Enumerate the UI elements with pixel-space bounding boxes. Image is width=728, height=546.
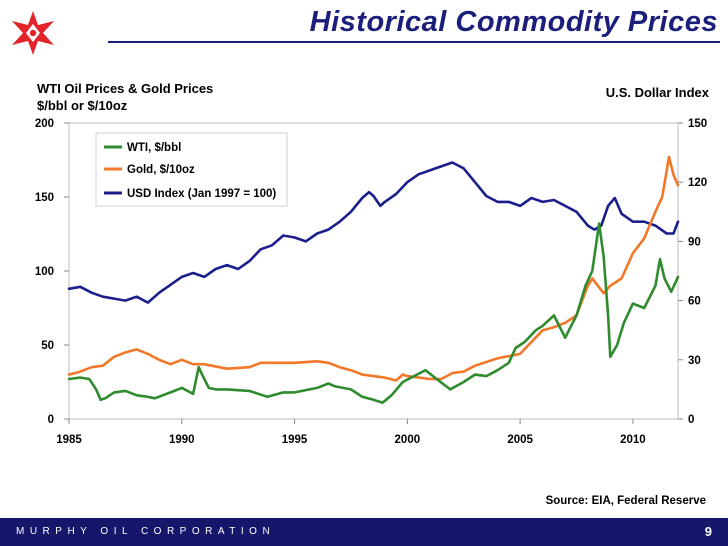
left-tick-label: 200 — [35, 118, 54, 130]
company-logo — [12, 11, 54, 55]
legend-label-wti: WTI, $/bbl — [127, 142, 181, 154]
commodity-price-chart: WTI Oil Prices & Gold Prices $/bbl or $/… — [35, 81, 710, 507]
right-axis-label: U.S. Dollar Index — [606, 85, 710, 100]
right-tick-label: 30 — [688, 355, 701, 367]
footer-company-name: MURPHY OIL CORPORATION — [16, 526, 276, 537]
x-tick-label: 1995 — [282, 434, 308, 446]
x-tick-label: 2005 — [507, 434, 533, 446]
right-tick-label: 60 — [688, 296, 701, 308]
logo-star-dot — [29, 29, 37, 37]
left-axis-label: $/bbl or $/10oz — [37, 98, 128, 113]
left-axis-ticks: 0 50 100 150 200 — [35, 118, 69, 426]
page-number: 9 — [704, 524, 712, 539]
legend-box — [95, 132, 288, 207]
left-tick-label: 150 — [35, 192, 54, 204]
right-axis-ticks: 0 30 60 90 120 150 — [678, 118, 707, 426]
left-tick-label: 50 — [41, 340, 54, 352]
x-tick-label: 2010 — [620, 434, 646, 446]
chart-legend: WTI, $/bbl Gold, $/10oz USD Index (Jan 1… — [95, 132, 288, 207]
chart-title: WTI Oil Prices & Gold Prices — [37, 81, 213, 96]
title-underline — [108, 41, 720, 43]
right-tick-label: 0 — [688, 414, 694, 426]
left-tick-label: 0 — [48, 414, 54, 426]
right-tick-label: 120 — [688, 177, 707, 189]
footer-bar: MURPHY OIL CORPORATION 9 — [0, 518, 728, 546]
right-tick-label: 90 — [688, 236, 701, 248]
x-tick-label: 1990 — [169, 434, 195, 446]
x-tick-label: 1985 — [56, 434, 82, 446]
legend-label-gold: Gold, $/10oz — [127, 164, 195, 176]
series-lines — [67, 155, 680, 405]
source-note: Source: EIA, Federal Reserve — [546, 495, 706, 507]
left-tick-label: 100 — [35, 266, 54, 278]
series-line-gold — [67, 155, 680, 382]
x-axis-ticks: 1985 1990 1995 2000 2005 2010 — [56, 419, 646, 446]
legend-label-usd: USD Index (Jan 1997 = 100) — [127, 188, 276, 200]
series-line-usd-index — [67, 161, 680, 304]
series-line-wti — [67, 222, 680, 405]
x-tick-label: 2000 — [395, 434, 421, 446]
slide-title: Historical Commodity Prices — [309, 6, 718, 38]
right-tick-label: 150 — [688, 118, 707, 130]
